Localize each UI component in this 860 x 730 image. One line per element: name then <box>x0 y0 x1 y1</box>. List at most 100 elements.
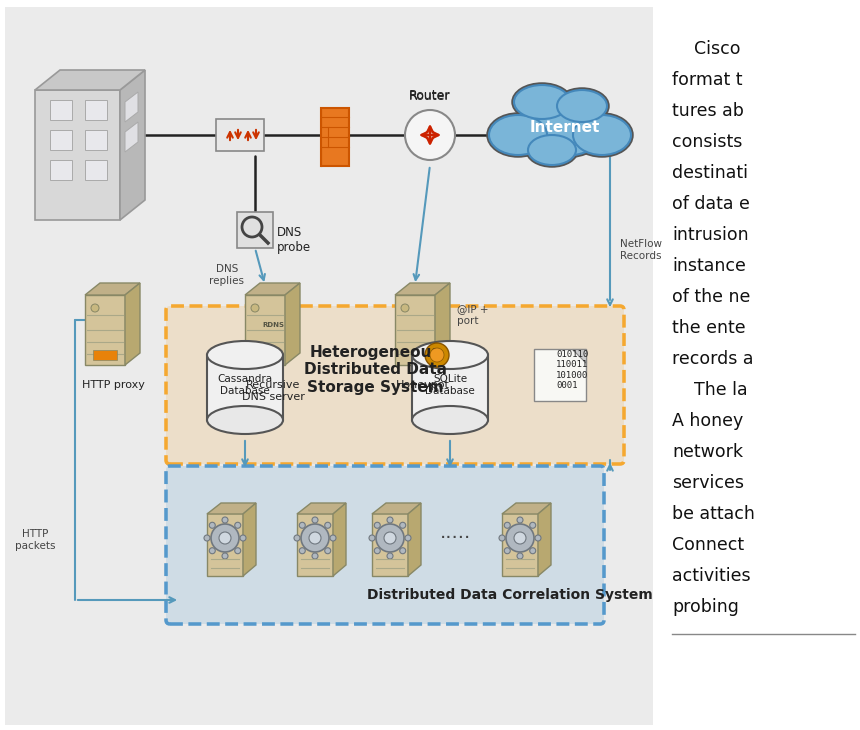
Polygon shape <box>120 70 145 220</box>
Text: Recursive
DNS server: Recursive DNS server <box>242 380 304 402</box>
Text: Cisco: Cisco <box>672 40 740 58</box>
FancyBboxPatch shape <box>534 349 586 401</box>
FancyBboxPatch shape <box>216 119 264 151</box>
Polygon shape <box>125 122 138 152</box>
Text: activities: activities <box>672 567 751 585</box>
Polygon shape <box>333 503 346 576</box>
Polygon shape <box>502 503 551 514</box>
Polygon shape <box>245 283 300 295</box>
Ellipse shape <box>207 406 283 434</box>
Polygon shape <box>372 503 421 514</box>
Text: of the ne: of the ne <box>672 288 751 306</box>
Polygon shape <box>243 503 256 576</box>
Circle shape <box>384 532 396 544</box>
FancyBboxPatch shape <box>245 295 285 365</box>
Circle shape <box>235 522 241 529</box>
Text: format t: format t <box>672 71 742 89</box>
Text: of data e: of data e <box>672 195 750 213</box>
Polygon shape <box>408 503 421 576</box>
Polygon shape <box>35 70 145 90</box>
Circle shape <box>514 532 526 544</box>
Circle shape <box>504 548 510 554</box>
Circle shape <box>504 522 510 529</box>
Text: RDNS: RDNS <box>262 322 284 328</box>
Text: A honey: A honey <box>672 412 743 430</box>
Ellipse shape <box>412 341 488 369</box>
Text: Honeypot: Honeypot <box>396 380 450 390</box>
FancyBboxPatch shape <box>93 350 117 360</box>
Text: HTTP proxy: HTTP proxy <box>82 380 144 390</box>
Text: Internet: Internet <box>530 120 600 136</box>
Polygon shape <box>538 503 551 576</box>
Circle shape <box>222 517 228 523</box>
Circle shape <box>211 524 239 552</box>
Circle shape <box>425 343 449 367</box>
Text: Cassandra
Database: Cassandra Database <box>218 374 273 396</box>
Circle shape <box>376 524 404 552</box>
Ellipse shape <box>557 90 607 122</box>
Circle shape <box>309 532 321 544</box>
FancyBboxPatch shape <box>321 108 349 166</box>
Circle shape <box>387 553 393 559</box>
FancyBboxPatch shape <box>50 130 72 150</box>
Ellipse shape <box>514 85 570 119</box>
Text: Router: Router <box>409 90 451 103</box>
Text: @IP +
port: @IP + port <box>457 304 488 326</box>
Ellipse shape <box>207 341 283 369</box>
Circle shape <box>299 522 305 529</box>
Ellipse shape <box>513 84 571 120</box>
Polygon shape <box>207 503 256 514</box>
Text: intrusion: intrusion <box>672 226 748 244</box>
Circle shape <box>499 535 505 541</box>
Circle shape <box>405 110 455 160</box>
Circle shape <box>312 553 318 559</box>
FancyBboxPatch shape <box>207 355 283 420</box>
Circle shape <box>369 535 375 541</box>
Circle shape <box>91 304 99 312</box>
Polygon shape <box>35 90 120 220</box>
Circle shape <box>530 522 536 529</box>
Circle shape <box>240 535 246 541</box>
Text: Heterogeneous
Distributed Data
Storage System: Heterogeneous Distributed Data Storage S… <box>304 345 446 395</box>
Polygon shape <box>285 283 300 365</box>
Circle shape <box>299 548 305 554</box>
Text: Connect: Connect <box>672 536 744 554</box>
Text: HTTP
packets: HTTP packets <box>15 529 55 551</box>
FancyBboxPatch shape <box>655 7 855 725</box>
Text: consists: consists <box>672 133 742 151</box>
Polygon shape <box>297 503 346 514</box>
Text: network: network <box>672 443 743 461</box>
Circle shape <box>219 532 231 544</box>
Circle shape <box>530 548 536 554</box>
FancyBboxPatch shape <box>166 306 624 464</box>
Ellipse shape <box>527 134 577 166</box>
Circle shape <box>209 522 215 529</box>
Polygon shape <box>125 92 138 122</box>
Circle shape <box>235 548 241 554</box>
FancyBboxPatch shape <box>395 295 435 365</box>
Circle shape <box>325 548 331 554</box>
Circle shape <box>301 524 329 552</box>
FancyBboxPatch shape <box>207 513 243 576</box>
Circle shape <box>325 522 331 529</box>
FancyBboxPatch shape <box>372 513 408 576</box>
FancyBboxPatch shape <box>85 100 107 120</box>
Text: instance: instance <box>672 257 746 275</box>
FancyBboxPatch shape <box>5 7 653 725</box>
Text: Distributed Data Correlation System: Distributed Data Correlation System <box>367 588 653 602</box>
FancyBboxPatch shape <box>85 295 125 365</box>
Polygon shape <box>395 283 450 295</box>
Circle shape <box>517 553 523 559</box>
FancyBboxPatch shape <box>85 130 107 150</box>
FancyBboxPatch shape <box>502 513 538 576</box>
Text: destinati: destinati <box>672 164 748 182</box>
FancyBboxPatch shape <box>166 466 604 624</box>
Polygon shape <box>435 283 450 365</box>
Ellipse shape <box>513 104 606 156</box>
Circle shape <box>506 524 534 552</box>
Circle shape <box>374 522 380 529</box>
Text: The la: The la <box>672 381 747 399</box>
Text: DNS
probe: DNS probe <box>277 226 311 254</box>
Circle shape <box>294 535 300 541</box>
Circle shape <box>204 535 210 541</box>
